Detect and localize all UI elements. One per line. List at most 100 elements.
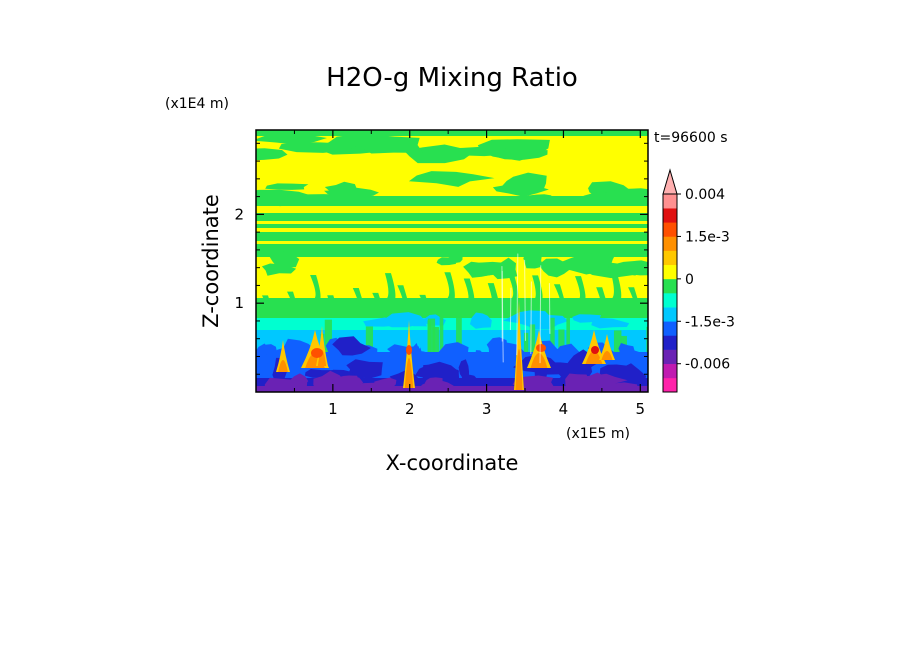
field-streak [548, 283, 551, 334]
colorbar-label: 0 [685, 272, 694, 288]
field-region [311, 348, 323, 358]
field-region [361, 133, 423, 154]
chart-title: H2O-g Mixing Ratio [326, 63, 578, 93]
colorbar-label: 1.5e-3 [685, 229, 730, 245]
field-region [458, 359, 469, 379]
field-region [515, 349, 523, 390]
colorbar-label: -0.006 [685, 357, 730, 373]
x-unit-label: (x1E5 m) [566, 426, 630, 442]
colorbar-segment [663, 278, 677, 294]
field-region [445, 254, 463, 264]
colorbar-segment [663, 335, 677, 350]
field-region [524, 314, 569, 330]
field-region [408, 171, 495, 187]
field-region [404, 358, 414, 388]
field-region [536, 344, 546, 352]
colorbar-segment [663, 208, 677, 223]
field-region [606, 272, 622, 301]
colorbar-label: 0.004 [685, 187, 725, 203]
field-region [407, 318, 428, 327]
field-region [599, 334, 615, 360]
x-axis-label: X-coordinate [386, 451, 519, 475]
field-region [256, 244, 648, 257]
field-region [591, 346, 599, 354]
x-tick-label: 3 [482, 400, 492, 418]
field-region [528, 275, 543, 301]
x-tick-label: 4 [559, 400, 569, 418]
field-region [490, 149, 548, 160]
x-axis: 1 2 3 4 5 [293, 130, 646, 418]
field-streak [509, 287, 512, 331]
colorbar-frame [662, 193, 678, 393]
field-region [265, 183, 309, 190]
colorbar-segment [663, 236, 677, 251]
contour-field [256, 130, 648, 392]
colorbar-segment [663, 321, 677, 336]
field-region [570, 276, 586, 302]
field-streak [524, 259, 526, 341]
field-region [473, 350, 485, 378]
field-region [256, 213, 648, 221]
field-region [256, 386, 648, 392]
field-streak [539, 265, 542, 364]
field-region [256, 208, 648, 211]
x-tick-label: 2 [405, 400, 415, 418]
colorbar-segment [663, 194, 677, 209]
field-region [514, 300, 524, 390]
field-region [256, 224, 648, 228]
field-region [503, 273, 519, 301]
x-tick-label: 5 [636, 400, 646, 418]
field-region [538, 258, 571, 278]
colorbar-segment [663, 293, 677, 308]
colorbar-segment [663, 264, 677, 280]
field-region [262, 344, 277, 356]
field-region [585, 351, 603, 364]
field-region [276, 340, 290, 372]
colorbar-segment [663, 307, 677, 322]
field-region [439, 316, 444, 359]
field-region [591, 317, 630, 329]
field-region [403, 144, 472, 164]
field-region [584, 372, 611, 391]
y-tick-label: 1 [234, 294, 244, 312]
field-region [256, 196, 648, 206]
field-region [469, 312, 492, 329]
field-region [459, 278, 475, 302]
field-region [332, 336, 371, 356]
time-label: t=96600 s [654, 130, 728, 146]
field-region [256, 130, 648, 136]
colorbar-segment [663, 377, 677, 393]
field-region [601, 351, 613, 360]
field-region [256, 148, 288, 161]
field-region [530, 353, 548, 368]
field-region [523, 250, 544, 269]
field-region [427, 318, 436, 360]
field-region [410, 343, 421, 361]
field-region [380, 273, 396, 301]
y-unit-label: (x1E4 m) [165, 96, 229, 112]
field-region [261, 263, 297, 276]
colorbar: 0.004 1.5e-3 0 -1.5e-3 -0.006 [662, 168, 735, 393]
field-streak [516, 253, 519, 356]
field-region [486, 354, 506, 369]
colorbar-segment [663, 363, 677, 379]
field-region [278, 360, 288, 372]
field-region [422, 364, 433, 382]
colorbar-segment [663, 222, 677, 237]
field-region [306, 274, 321, 301]
x-tick-label: 1 [328, 400, 338, 418]
field-region [406, 345, 412, 355]
field-region [436, 342, 469, 366]
colorbar-segment [663, 250, 677, 266]
field-region [278, 142, 357, 153]
field-region [256, 232, 648, 241]
y-tick-label: 2 [234, 205, 244, 223]
y-axis: 12 [234, 142, 648, 375]
field-region [501, 172, 547, 194]
field-region [269, 250, 300, 268]
y-axis-label: Z-coordinate [199, 194, 223, 328]
colorbar-extend-arrow [662, 168, 678, 195]
field-region [346, 359, 383, 379]
field-region [440, 272, 455, 301]
